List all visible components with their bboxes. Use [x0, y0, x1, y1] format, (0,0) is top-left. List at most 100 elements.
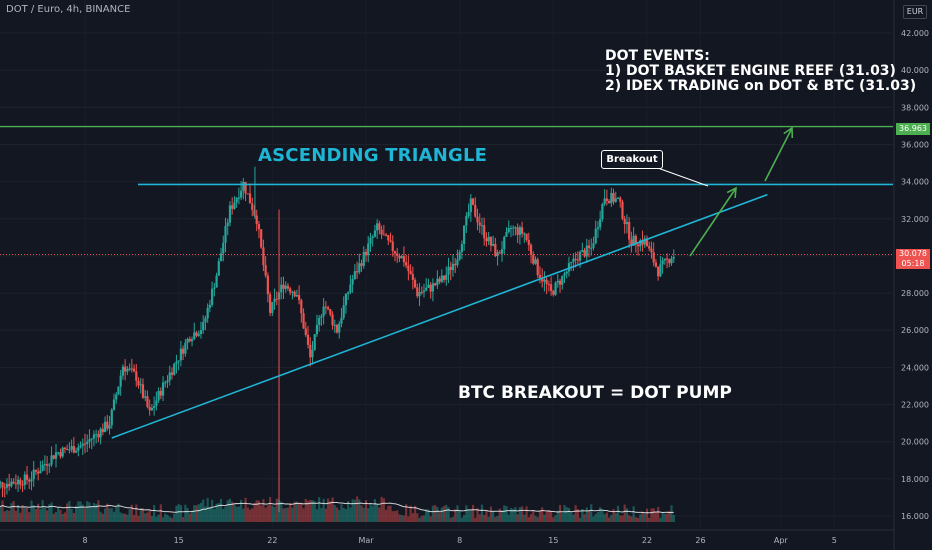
- volume-bar: [103, 508, 107, 522]
- volume-bar: [224, 506, 227, 522]
- candle-body: [190, 339, 194, 342]
- candle-body: [668, 259, 671, 264]
- y-tick-label: 18.000: [901, 475, 929, 484]
- volume-bar: [193, 505, 196, 522]
- candle-body: [420, 291, 423, 293]
- volume-bar: [449, 517, 452, 522]
- candle-body: [8, 483, 11, 487]
- volume-bar: [77, 501, 80, 522]
- volume-bar: [338, 509, 341, 522]
- volume-bar: [367, 508, 370, 522]
- volume-bar: [286, 507, 290, 522]
- volume-bar: [456, 505, 459, 522]
- candle-body: [349, 284, 352, 293]
- volume-bar: [567, 507, 571, 522]
- candle-body: [451, 263, 455, 271]
- candle-body: [306, 334, 310, 345]
- candle-body: [614, 198, 617, 202]
- volume-bar: [184, 504, 187, 522]
- volume-bar: [128, 509, 131, 522]
- volume-bar: [344, 509, 348, 522]
- candle-body: [338, 323, 341, 333]
- candle-body: [313, 334, 316, 350]
- candle-body: [576, 259, 579, 261]
- candle-body: [86, 441, 89, 445]
- candle-body: [219, 253, 223, 262]
- volume-bar: [326, 498, 330, 522]
- volume-bar: [402, 515, 406, 522]
- volume-bar: [398, 514, 401, 522]
- candle-body: [331, 314, 334, 326]
- volume-bar: [389, 505, 392, 522]
- candle-body: [632, 235, 635, 246]
- candle-body: [112, 399, 116, 410]
- candle-body: [164, 382, 167, 384]
- candle-body: [23, 474, 26, 486]
- candle-body: [206, 307, 209, 319]
- volume-bar: [572, 514, 575, 522]
- candle-body: [489, 236, 492, 246]
- volume-bar: [351, 499, 354, 522]
- volume-bar: [179, 505, 182, 522]
- volume-bar: [342, 507, 345, 522]
- volume-bar: [88, 502, 91, 522]
- volume-bar: [173, 513, 176, 522]
- currency-badge[interactable]: EUR: [903, 5, 927, 19]
- volume-bar: [271, 505, 274, 522]
- candle-body: [590, 247, 593, 249]
- candle-body: [645, 238, 649, 247]
- x-tick-label: 15: [548, 536, 558, 545]
- volume-bar: [202, 499, 205, 522]
- volume-bar: [496, 515, 499, 522]
- candle-body: [518, 227, 521, 235]
- volume-bar: [333, 505, 336, 522]
- volume-bar: [215, 503, 218, 522]
- symbol-title[interactable]: DOT / Euro, 4h, BINANCE: [6, 4, 131, 15]
- volume-bar: [233, 503, 236, 522]
- candle-body: [587, 245, 591, 249]
- volume-bar: [92, 503, 96, 522]
- volume-bar: [164, 513, 167, 522]
- candle-body: [547, 283, 550, 285]
- volume-bar: [485, 510, 488, 522]
- last-price-value: 30.078: [899, 249, 927, 258]
- candle-body: [507, 228, 510, 232]
- volume-bar: [248, 509, 252, 522]
- volume-bar: [157, 514, 160, 522]
- volume-bar: [21, 504, 24, 522]
- volume-bar: [295, 501, 298, 522]
- volume-bar: [144, 513, 147, 522]
- candle-body: [527, 240, 530, 245]
- volume-bar: [1, 500, 4, 522]
- volume-bar: [206, 497, 209, 522]
- candle-body: [509, 227, 513, 229]
- volume-bar: [380, 496, 383, 522]
- volume-bar: [550, 510, 553, 522]
- projection-arrow: [689, 187, 737, 257]
- volume-bar: [529, 514, 533, 522]
- volume-bar: [186, 508, 189, 522]
- x-tick-label: Mar: [358, 536, 374, 545]
- candle-body: [175, 361, 178, 364]
- candle-body: [90, 438, 93, 440]
- candle-body: [550, 284, 553, 291]
- candle-body: [95, 434, 98, 436]
- volume-bar: [438, 512, 441, 522]
- volume-bar: [576, 509, 579, 522]
- candle-body: [400, 256, 403, 259]
- candle-body: [594, 228, 597, 244]
- volume-bar: [362, 507, 365, 522]
- candle-body: [574, 258, 577, 260]
- candle-body: [72, 446, 75, 453]
- candle-body: [447, 266, 450, 275]
- volume-bar: [384, 509, 388, 522]
- volume-bar: [146, 512, 149, 522]
- volume-bar: [545, 511, 548, 522]
- candle-body: [246, 193, 249, 195]
- y-tick-label: 38.000: [901, 103, 929, 112]
- volume-bar: [74, 505, 78, 522]
- events-title: DOT EVENTS:: [605, 48, 710, 64]
- candle-body: [643, 238, 646, 245]
- candle-body: [264, 265, 267, 276]
